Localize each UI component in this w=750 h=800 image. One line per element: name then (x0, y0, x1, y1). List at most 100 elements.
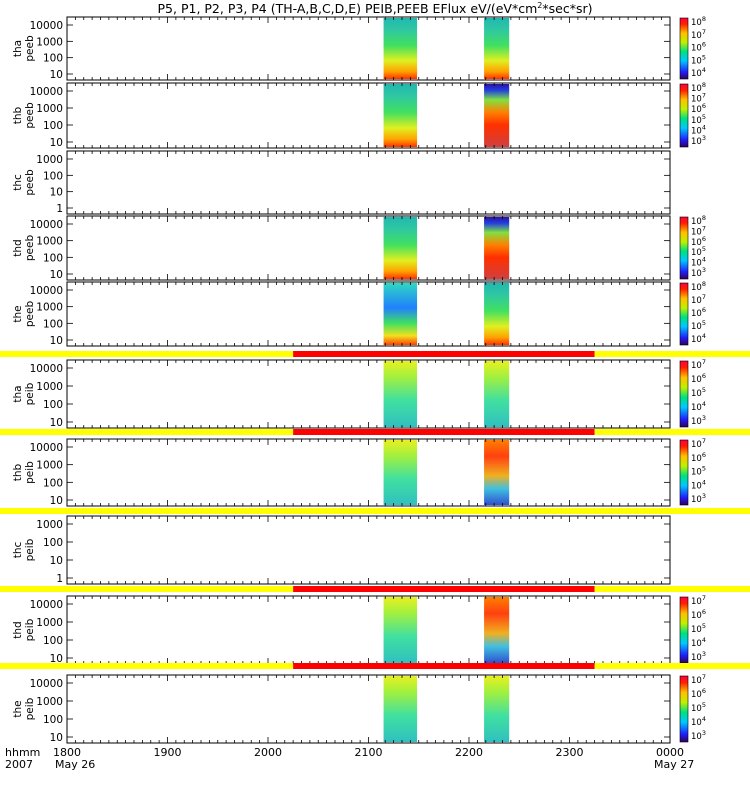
colorbar-label-exp: 6 (702, 608, 706, 616)
colorbar-label-exp: 6 (702, 687, 706, 695)
y-axis-label-probe: the (12, 700, 24, 717)
y-tick-label: 100 (43, 714, 63, 726)
y-tick-label: 10000 (30, 219, 63, 231)
mode-bar-segment (594, 351, 750, 357)
colorbar-label: 104 (691, 636, 706, 649)
colorbar-label: 104 (691, 400, 706, 413)
colorbar-label: 108 (691, 280, 706, 293)
y-tick-label: 10 (50, 495, 63, 507)
y-tick-label: 100 (43, 537, 63, 549)
colorbar-label-exp: 7 (702, 92, 706, 100)
y-tick-label: 10 (50, 269, 63, 281)
chart-title-tail: *sec*sr) (542, 1, 592, 16)
colorbar-label-exp: 3 (702, 414, 706, 422)
y-axis-label-probe: thc (12, 542, 24, 559)
y-tick-label: 10000 (30, 363, 63, 375)
y-tick-label: 1000 (36, 617, 63, 629)
mode-bar-segment (293, 429, 595, 435)
colorbar-label-exp: 6 (702, 451, 706, 459)
y-tick-label: 10 (50, 653, 63, 665)
y-axis-label-probe: the (12, 305, 24, 322)
y-tick-label: 100 (43, 252, 63, 264)
colorbar-label-exp: 8 (702, 15, 706, 23)
colorbar-label-exp: 4 (702, 636, 706, 644)
colorbar-label: 107 (691, 673, 706, 686)
y-tick-label: 100 (43, 170, 63, 182)
mode-bar-segment (0, 663, 294, 669)
y-axis-label-product: peib (24, 697, 36, 720)
y-axis-label-product: peib (24, 618, 36, 641)
y-tick-label: 100 (43, 318, 63, 330)
spectrogram-block (484, 361, 510, 427)
x-tick-labels: 1800 1900 2000 2100 2200 2300 0000 (53, 746, 684, 759)
colorbar-label: 107 (691, 28, 706, 41)
colorbar-label-exp: 5 (702, 386, 706, 394)
y-tick-label: 10 (50, 417, 63, 429)
y-tick-label: 1000 (36, 696, 63, 708)
panel-frame (66, 16, 671, 81)
chart-title: P5, P1, P2, P3, P4 (TH-A,B,C,D,E) PEIB,P… (158, 1, 593, 16)
y-tick-label: 10000 (30, 20, 63, 32)
colorbar (679, 675, 689, 743)
colorbar-label: 106 (691, 41, 706, 54)
colorbar-label-exp: 7 (702, 28, 706, 36)
colorbar-label: 105 (691, 386, 706, 399)
panel-thc-peeb: 1000 100 10 1 thc peeb (12, 150, 671, 215)
colorbar-label: 105 (691, 701, 706, 714)
colorbar-label: 103 (691, 414, 706, 427)
mode-bar-segment (0, 508, 750, 514)
mode-bar-segment (594, 663, 750, 669)
mode-bar-segment (293, 663, 595, 669)
y-axis-label-probe: thc (12, 174, 24, 191)
colorbar-label: 106 (691, 372, 706, 385)
x-axis-date-start: May 26 (55, 758, 95, 771)
colorbar-label: 107 (691, 358, 706, 371)
colorbar-label-exp: 6 (702, 306, 706, 314)
colorbar-label-exp: 4 (702, 66, 706, 74)
mode-bar-segment (594, 586, 750, 592)
y-tick-label: 100 (43, 399, 63, 411)
y-tick-label: 10 (50, 69, 63, 81)
colorbar-label-exp: 4 (702, 400, 706, 408)
colorbar-label-exp: 6 (702, 41, 706, 49)
mode-bar-segment (293, 586, 595, 592)
y-axis-label-product: peib (24, 538, 36, 561)
y-axis-label-probe: thb (12, 106, 24, 124)
colorbar-label-exp: 7 (702, 224, 706, 232)
colorbar-label: 106 (691, 687, 706, 700)
colorbar-label-exp: 5 (702, 701, 706, 709)
mode-bar-segment (293, 351, 595, 357)
spectrogram-block (383, 440, 418, 505)
x-tick-label: 2000 (254, 746, 282, 759)
x-tick-label: 1900 (154, 746, 182, 759)
y-tick-label: 10 (50, 137, 63, 149)
colorbar-label: 105 (691, 465, 706, 478)
mode-bar-segment (594, 429, 750, 435)
spectrogram-block (484, 217, 510, 279)
spectrogram-block (383, 84, 418, 147)
x-tick-label: 0000 (656, 746, 684, 759)
spectrogram-block (383, 283, 418, 345)
x-axis: hhmm 2007 May 26 May 27 (5, 746, 694, 771)
panel-frame (66, 595, 671, 665)
colorbar (679, 360, 689, 428)
y-tick-label: 10 (50, 732, 63, 744)
colorbar (679, 216, 689, 280)
y-tick-label: 10000 (30, 678, 63, 690)
panel-frame (66, 215, 671, 281)
chart-title-main: P5, P1, P2, P3, P4 (TH-A,B,C,D,E) PEIB,P… (158, 1, 538, 16)
y-tick-label: 10000 (30, 86, 63, 98)
y-axis-label-probe: thb (12, 463, 24, 481)
colorbar-label-exp: 7 (702, 293, 706, 301)
colorbar (679, 282, 689, 346)
colorbar-label-exp: 4 (702, 123, 706, 131)
colorbar-label-exp: 5 (702, 113, 706, 121)
y-axis-label-product: peib (24, 461, 36, 484)
panel-frame (66, 438, 671, 507)
panel-frame (66, 515, 671, 585)
colorbar-label: 106 (691, 306, 706, 319)
